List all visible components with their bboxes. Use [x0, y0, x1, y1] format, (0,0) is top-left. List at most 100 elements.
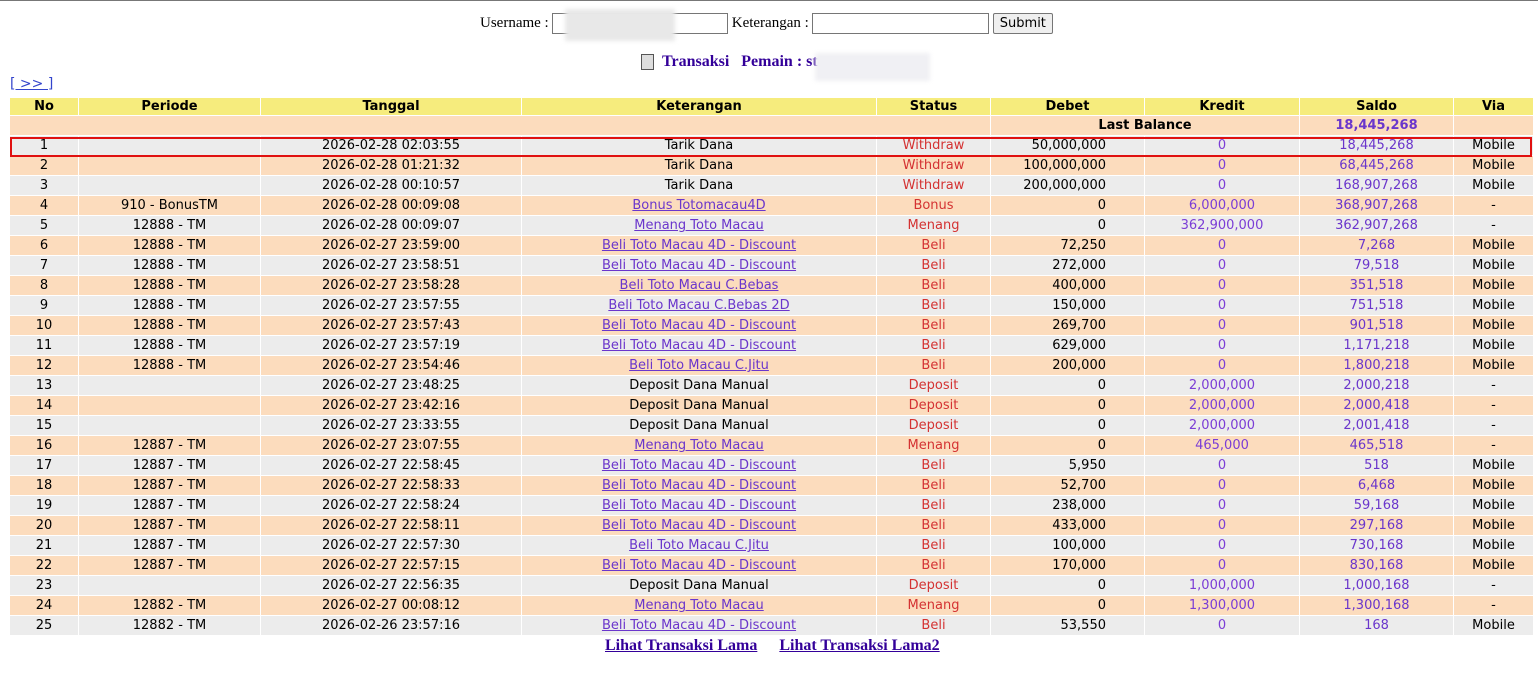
debet-cell: 0 — [991, 216, 1144, 235]
debet-cell: 53,550 — [991, 616, 1144, 635]
debet-cell: 200,000 — [991, 356, 1144, 375]
status-cell: Beli — [877, 496, 990, 515]
transaction-row: 11 12888 - TM 2026-02-27 23:57:19 Beli Toto… — [10, 336, 1533, 355]
status-cell: Deposit — [877, 376, 990, 395]
no-cell: 10 — [10, 316, 78, 335]
cell: Beli Toto Macau C.Jitu — [522, 356, 876, 375]
keterangan-link[interactable]: Beli Toto Macau 4D - Discount — [601, 498, 797, 513]
status-cell: Deposit — [877, 396, 990, 415]
tanggal-cell: 2026-02-27 22:57:15 — [261, 556, 521, 575]
status-cell: Beli — [877, 536, 990, 555]
kredit-cell: 0 — [1145, 176, 1299, 195]
keterangan-link[interactable]: Beli Toto Macau C.Bebas 2D — [608, 298, 790, 313]
kredit-cell: 0 — [1145, 236, 1299, 255]
saldo-cell: 18,445,268 — [1300, 136, 1453, 155]
status-cell: Beli — [877, 476, 990, 495]
status-cell: Beli — [877, 316, 990, 335]
tanggal-cell: 2026-02-27 23:54:46 — [261, 356, 521, 375]
footer-link[interactable]: Lihat Transaksi Lama2 — [779, 637, 940, 654]
debet-cell: 0 — [991, 416, 1144, 435]
transaction-row: 8 12888 - TM 2026-02-27 23:58:28 Beli Toto … — [10, 276, 1533, 295]
via-cell: - — [1454, 436, 1533, 455]
status-cell: Withdraw — [877, 136, 990, 155]
keterangan-input[interactable] — [811, 12, 989, 34]
tanggal-cell: 2026-02-27 22:57:30 — [261, 536, 521, 555]
debet-cell: 100,000 — [991, 536, 1144, 555]
no-cell: 21 — [10, 536, 78, 555]
saldo-cell: 518 — [1300, 456, 1453, 475]
cell: Beli Toto Macau 4D - Discount — [522, 456, 876, 475]
status-cell: Menang — [877, 436, 990, 455]
kredit-cell: 0 — [1145, 356, 1299, 375]
no-cell: 13 — [10, 376, 78, 395]
via-cell: Mobile — [1454, 556, 1533, 575]
keterangan-link[interactable]: Menang Toto Macau — [634, 438, 764, 453]
keterangan-link[interactable]: Beli Toto Macau 4D - Discount — [601, 518, 797, 533]
keterangan-link[interactable]: Beli Toto Macau C.Jitu — [629, 538, 769, 553]
keterangan-link[interactable]: Beli Toto Macau 4D - Discount — [601, 258, 797, 273]
via-cell: Mobile — [1454, 496, 1533, 515]
tanggal-cell: 2026-02-27 23:58:28 — [261, 276, 521, 295]
debet-cell: 0 — [991, 596, 1144, 615]
column-header: Status — [877, 98, 990, 115]
kredit-cell: 0 — [1145, 456, 1299, 475]
keterangan-link[interactable]: Beli Toto Macau 4D - Discount — [601, 478, 797, 493]
keterangan-link[interactable]: Bonus Totomacau4D — [632, 198, 766, 213]
keterangan-link[interactable]: Beli Toto Macau 4D - Discount — [601, 338, 797, 353]
column-header: Tanggal — [261, 98, 521, 115]
no-cell: 1 — [10, 136, 78, 155]
cell — [1454, 116, 1533, 135]
no-cell: 6 — [10, 236, 78, 255]
periode-cell: 910 - BonusTM — [79, 196, 260, 215]
keterangan-link[interactable]: Beli Toto Macau 4D - Discount — [601, 558, 797, 573]
periode-cell — [79, 576, 260, 595]
redacted — [815, 53, 930, 81]
saldo-cell: 2,001,418 — [1300, 416, 1453, 435]
transaction-row: 3 2026-02-28 00:10:57 Tarik Dana Withdraw 20… — [10, 176, 1533, 195]
kredit-cell: 2,000,000 — [1145, 376, 1299, 395]
no-cell: 22 — [10, 556, 78, 575]
keterangan-label: Keterangan : — [731, 14, 809, 31]
keterangan-link[interactable]: Menang Toto Macau — [634, 598, 764, 613]
kredit-cell: 1,300,000 — [1145, 596, 1299, 615]
tanggal-cell: 2026-02-27 23:33:55 — [261, 416, 521, 435]
no-cell: 12 — [10, 356, 78, 375]
keterangan-link[interactable]: Beli Toto Macau 4D - Discount — [601, 458, 797, 473]
cell: Beli Toto Macau 4D - Discount — [522, 556, 876, 575]
no-cell: 14 — [10, 396, 78, 415]
keterangan-link[interactable]: Beli Toto Macau 4D - Discount — [601, 238, 797, 253]
periode-cell — [79, 416, 260, 435]
kredit-cell: 0 — [1145, 516, 1299, 535]
next-link[interactable]: [ >> ] — [10, 76, 54, 92]
footer-links: Lihat Transaksi Lama Lihat Transaksi Lam… — [605, 637, 958, 655]
column-header: Kredit — [1145, 98, 1299, 115]
saldo-cell: 2,000,418 — [1300, 396, 1453, 415]
transaction-row: 5 12888 - TM 2026-02-28 00:09:07 Menang Tot… — [10, 216, 1533, 235]
via-cell: Mobile — [1454, 616, 1533, 635]
cell: Beli Toto Macau C.Bebas — [522, 276, 876, 295]
status-cell: Withdraw — [877, 176, 990, 195]
keterangan-link[interactable]: Beli Toto Macau 4D - Discount — [601, 318, 797, 333]
debet-cell: 150,000 — [991, 296, 1144, 315]
transaction-row: 25 12882 - TM 2026-02-26 23:57:16 Beli Toto… — [10, 616, 1533, 635]
heading-player: Pemain : st — [741, 53, 818, 70]
tanggal-cell: 2026-02-26 23:57:16 — [261, 616, 521, 635]
saldo-cell: 351,518 — [1300, 276, 1453, 295]
no-cell: 11 — [10, 336, 78, 355]
submit-button[interactable]: Submit — [992, 12, 1053, 34]
via-cell: Mobile — [1454, 296, 1533, 315]
via-cell: - — [1454, 376, 1533, 395]
saldo-cell: 59,168 — [1300, 496, 1453, 515]
keterangan-link[interactable]: Menang Toto Macau — [634, 218, 764, 233]
periode-cell — [79, 136, 260, 155]
keterangan-link[interactable]: Beli Toto Macau 4D - Discount — [601, 618, 797, 633]
transaction-table: No Periode Tanggal Keterangan Status Debet Kre… — [9, 97, 1534, 636]
no-cell: 5 — [10, 216, 78, 235]
cell: Menang Toto Macau — [522, 596, 876, 615]
transaction-row: 22 12887 - TM 2026-02-27 22:57:15 Beli Toto… — [10, 556, 1533, 575]
keterangan-link[interactable]: Beli Toto Macau C.Jitu — [629, 358, 769, 373]
periode-cell: 12888 - TM — [79, 336, 260, 355]
keterangan-link[interactable]: Beli Toto Macau C.Bebas — [619, 278, 779, 293]
footer-link[interactable]: Lihat Transaksi Lama — [605, 637, 758, 654]
